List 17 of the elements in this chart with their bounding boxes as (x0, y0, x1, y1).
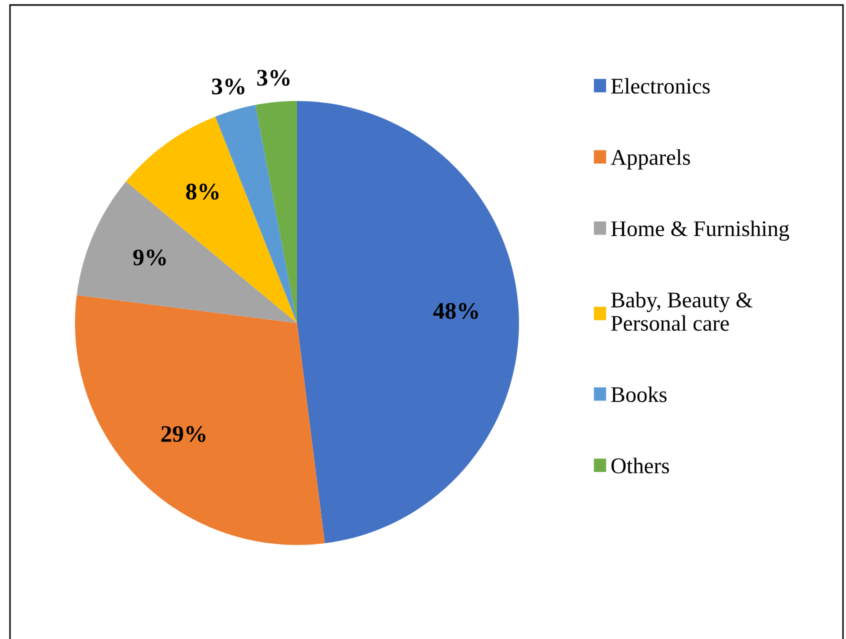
legend-label: Books (611, 386, 667, 402)
legend-label: Baby, Beauty & Personal care (611, 292, 753, 331)
legend-label: Apparels (610, 149, 690, 170)
pie-slice (255, 101, 297, 323)
data-label: 9% (133, 249, 166, 266)
legend-label: Electronics (611, 78, 710, 94)
data-label: 48% (433, 302, 478, 319)
data-label: 3% (257, 70, 290, 86)
pie-slice (297, 101, 519, 544)
data-label: 3% (212, 78, 244, 94)
legend-label: Home & Furnishing (611, 220, 790, 241)
pie-slice (126, 116, 297, 323)
data-label: 29% (161, 426, 206, 442)
pie-slice (75, 295, 325, 545)
data-label: 8% (186, 184, 219, 200)
legend-label: Others (611, 458, 669, 474)
pie-slice (76, 181, 297, 323)
